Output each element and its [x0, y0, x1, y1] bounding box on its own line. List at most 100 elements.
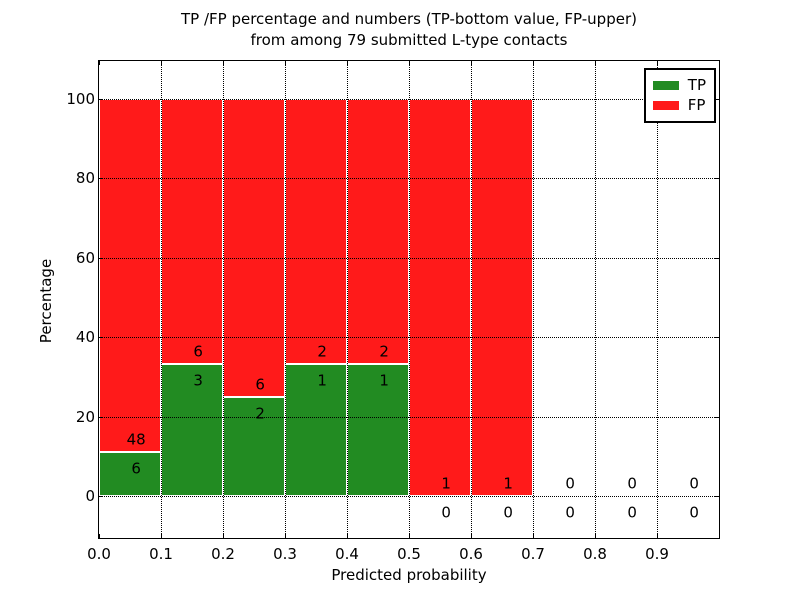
- plot-area: 48 6 6 3 6 2 2 1 2 1 1 0 1 0 0 0 0 0 0 0 TP FP: [98, 60, 720, 539]
- chart-title: TP /FP percentage and numbers (TP-bottom…: [98, 9, 720, 51]
- tick-mark: [471, 534, 472, 538]
- x-tick-label: 0.2: [211, 545, 235, 563]
- y-tick-label: 100: [66, 89, 95, 108]
- tp-count-label: 6: [131, 459, 141, 478]
- y-tick-label: 80: [75, 169, 95, 188]
- x-tick-label: 0.1: [149, 545, 173, 563]
- fp-count-label: 0: [565, 474, 575, 493]
- bar-segment-fp: [409, 98, 471, 497]
- tick-mark: [99, 98, 103, 100]
- fp-count-label: 2: [317, 342, 327, 361]
- tp-count-label: 0: [627, 503, 637, 522]
- tick-mark: [99, 337, 103, 339]
- tick-mark: [99, 257, 103, 259]
- x-tick-label: 0.6: [459, 545, 483, 563]
- bar-segment-tp: [161, 363, 223, 497]
- tick-mark: [533, 61, 534, 65]
- grid-line-v: [347, 61, 348, 538]
- chart-title-line1: TP /FP percentage and numbers (TP-bottom…: [181, 10, 637, 28]
- tick-mark: [715, 416, 719, 418]
- tick-mark: [715, 337, 719, 339]
- x-tick-label: 0.5: [397, 545, 421, 563]
- tick-mark: [347, 534, 348, 538]
- fp-count-label: 2: [379, 342, 389, 361]
- tick-mark: [657, 534, 658, 538]
- x-tick-label: 0.3: [273, 545, 297, 563]
- tick-mark: [223, 61, 224, 65]
- tp-count-label: 1: [317, 371, 327, 390]
- tick-mark: [347, 61, 348, 65]
- y-tick-label: 20: [75, 407, 95, 426]
- tick-mark: [533, 534, 534, 538]
- tick-mark: [409, 534, 410, 538]
- tick-mark: [99, 61, 100, 65]
- grid-line-v: [533, 61, 534, 538]
- bar-segment-fp: [99, 98, 161, 453]
- fp-count-label: 48: [126, 430, 146, 449]
- bar-segment-fp: [471, 98, 533, 497]
- fp-count-label: 0: [689, 474, 699, 493]
- grid-line-v: [409, 61, 410, 538]
- legend: TP FP: [643, 68, 716, 123]
- chart-title-line2: from among 79 submitted L-type contacts: [250, 31, 568, 49]
- tick-mark: [99, 178, 103, 180]
- tick-mark: [715, 178, 719, 180]
- tick-mark: [715, 496, 719, 498]
- legend-label: FP: [687, 96, 706, 114]
- grid-line-v: [471, 61, 472, 538]
- tick-mark: [99, 496, 103, 498]
- bar-segment-tp: [99, 452, 161, 497]
- tp-legend-swatch: [652, 81, 679, 90]
- tp-count-label: 1: [379, 371, 389, 390]
- tick-mark: [715, 257, 719, 259]
- fp-legend-swatch: [652, 101, 679, 110]
- legend-item: FP: [652, 96, 706, 114]
- legend-item: TP: [652, 77, 706, 94]
- tp-count-label: 2: [255, 404, 265, 423]
- x-tick-label: 0.0: [87, 545, 111, 563]
- grid-line-v: [161, 61, 162, 538]
- bar-segment-tp: [223, 396, 285, 497]
- tick-mark: [657, 61, 658, 65]
- tick-mark: [409, 61, 410, 65]
- tp-count-label: 0: [565, 503, 575, 522]
- tp-count-label: 3: [193, 371, 203, 390]
- bar-segment-fp: [161, 98, 223, 364]
- tick-mark: [471, 61, 472, 65]
- y-tick-label: 60: [75, 248, 95, 267]
- fp-count-label: 1: [441, 474, 451, 493]
- x-axis-label: Predicted probability: [331, 566, 487, 584]
- tick-mark: [595, 534, 596, 538]
- bar-segment-fp: [223, 98, 285, 397]
- tick-mark: [161, 534, 162, 538]
- x-tick-label: 0.4: [335, 545, 359, 563]
- grid-line-v: [595, 61, 596, 538]
- fp-count-label: 0: [627, 474, 637, 493]
- y-tick-label: 40: [75, 328, 95, 347]
- tick-mark: [99, 416, 103, 418]
- x-tick-label: 0.7: [521, 545, 545, 563]
- grid-line-v: [657, 61, 658, 538]
- tp-count-label: 0: [689, 503, 699, 522]
- tp-count-label: 0: [441, 503, 451, 522]
- fp-count-label: 1: [503, 474, 513, 493]
- y-tick-label: 0: [85, 487, 95, 506]
- plot-layer: 48 6 6 3 6 2 2 1 2 1 1 0 1 0 0 0 0 0 0 0: [99, 61, 719, 538]
- grid-line-v: [285, 61, 286, 538]
- tick-mark: [161, 61, 162, 65]
- fp-count-label: 6: [255, 375, 265, 394]
- bar-segment-tp: [285, 363, 347, 497]
- tick-mark: [99, 534, 100, 538]
- bar-segment-fp: [285, 98, 347, 364]
- tick-mark: [715, 98, 719, 100]
- grid-line-v: [223, 61, 224, 538]
- tick-mark: [595, 61, 596, 65]
- bar-segment-tp: [347, 363, 409, 497]
- x-tick-label: 0.8: [583, 545, 607, 563]
- tick-mark: [285, 61, 286, 65]
- tp-count-label: 0: [503, 503, 513, 522]
- tick-mark: [223, 534, 224, 538]
- bar-segment-fp: [347, 98, 409, 364]
- tick-mark: [285, 534, 286, 538]
